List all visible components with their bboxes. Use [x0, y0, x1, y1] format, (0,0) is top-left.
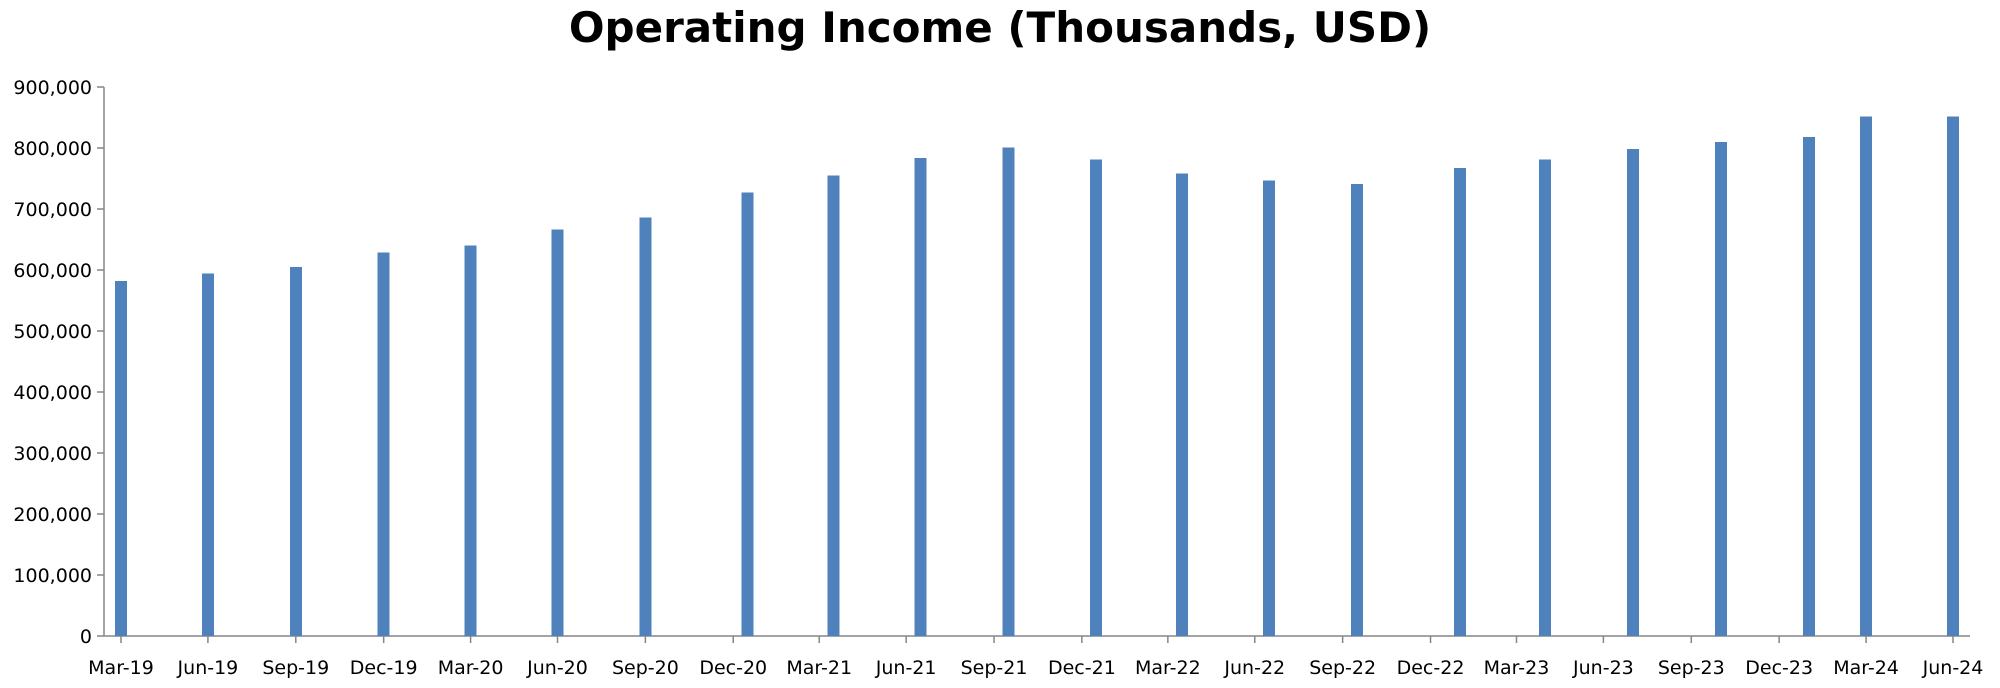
- x-tick-label: Sep-21: [961, 657, 1028, 679]
- bar: [1350, 183, 1363, 637]
- bar: [464, 245, 477, 636]
- bar: [551, 229, 564, 637]
- x-tick-label: Jun-23: [1572, 657, 1634, 679]
- x-tick-label: Mar-21: [786, 657, 852, 679]
- bar: [1176, 173, 1189, 636]
- bar: [1714, 141, 1727, 636]
- y-axis: 0 100,000 200,000 300,000 400,000 500,000 600,…: [13, 77, 105, 648]
- x-tick-label: Jun-20: [526, 657, 588, 679]
- x-tick-label: Jun-21: [875, 657, 937, 679]
- chart-title: Operating Income (Thousands, USD): [569, 3, 1431, 52]
- x-tick-label: Jun-24: [1922, 657, 1984, 679]
- bar-series: [115, 116, 1959, 637]
- bar: [1454, 168, 1467, 636]
- bar: [1090, 159, 1103, 636]
- bar: [1627, 149, 1640, 636]
- x-tick-label: Jun-19: [177, 657, 239, 679]
- x-tick-label: Dec-22: [1397, 657, 1465, 679]
- x-tick-label: Mar-20: [438, 657, 504, 679]
- x-axis: Mar-19 Jun-19 Sep-19 Dec-19 Mar-20 Jun-20 Sep-…: [88, 635, 1984, 679]
- x-tick-label: Dec-23: [1745, 657, 1813, 679]
- y-tick-label: 800,000: [13, 138, 92, 160]
- x-tick-label: Sep-20: [612, 657, 679, 679]
- y-tick-label: 400,000: [13, 382, 92, 404]
- x-tick-label: Sep-22: [1309, 657, 1376, 679]
- x-tick-label: Dec-20: [699, 657, 767, 679]
- y-tick-label: 900,000: [13, 77, 92, 99]
- y-tick-label: 0: [80, 626, 92, 648]
- x-tick-label: Jun-22: [1223, 657, 1285, 679]
- bar: [914, 157, 927, 636]
- y-tick-label: 200,000: [13, 504, 92, 526]
- y-tick-label: 100,000: [13, 565, 92, 587]
- x-tick-label: Mar-24: [1833, 657, 1899, 679]
- y-tick-label: 600,000: [13, 260, 92, 282]
- bar: [1947, 116, 1959, 636]
- y-tick-label: 700,000: [13, 199, 92, 221]
- bar: [1802, 137, 1815, 636]
- bar: [1539, 159, 1552, 636]
- x-tick-label: Dec-19: [350, 657, 418, 679]
- y-tick-label: 500,000: [13, 321, 92, 343]
- x-tick-label: Mar-22: [1135, 657, 1201, 679]
- bar: [1002, 147, 1015, 636]
- x-tick-label: Sep-23: [1658, 657, 1725, 679]
- x-tick-label: Mar-19: [88, 657, 154, 679]
- bar: [827, 175, 840, 636]
- bar: [201, 273, 214, 636]
- bar: [1860, 116, 1873, 636]
- bar: [289, 266, 302, 636]
- bar: [639, 217, 652, 637]
- bar: [377, 252, 390, 636]
- bar: [1263, 180, 1276, 636]
- x-tick-label: Dec-21: [1048, 657, 1116, 679]
- bar: [741, 192, 754, 636]
- bar: [115, 280, 127, 636]
- x-tick-label: Mar-23: [1484, 657, 1550, 679]
- y-tick-label: 300,000: [13, 443, 92, 465]
- x-tick-label: Sep-19: [262, 657, 329, 679]
